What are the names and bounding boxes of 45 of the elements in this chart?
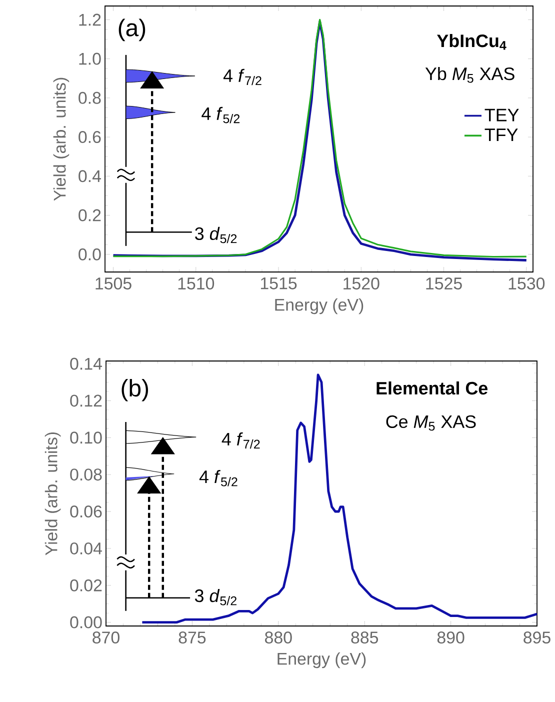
y-tick-label: 0.4 (78, 170, 101, 182)
annotation: 4 f$_{5/2}$ (199, 470, 238, 486)
x-tick-label: 895 (524, 632, 550, 644)
x-tick-label: 1530 (508, 278, 545, 290)
annotation: 3 d$_{5/2}$ (194, 588, 236, 606)
y-tick-label: 0.08 (70, 468, 102, 481)
y-tick-label: 0.6 (78, 131, 101, 144)
annotation: YbInCu$_{4}$ (436, 34, 506, 50)
annotation: (a) (118, 18, 146, 42)
y-tick-label: 1.0 (79, 52, 101, 65)
y-axis-title: Yield (arb. units) (53, 78, 70, 201)
x-tick-label: 1515 (260, 278, 297, 290)
x-tick-label: 890 (437, 632, 464, 644)
y-tick-label: 0.00 (70, 616, 102, 628)
annotation: 4 f$_{5/2}$ (202, 106, 240, 124)
legend-label: TEY (484, 108, 519, 122)
y-tick-label: 0.14 (70, 358, 102, 370)
x-tick-label: 875 (178, 632, 206, 644)
x-axis-title: Energy (eV) (278, 652, 366, 668)
annotation: Yb M$_{5}$ XAS (425, 66, 514, 83)
y-tick-label: 0.8 (78, 92, 101, 104)
annotation: (b) (122, 379, 148, 402)
y-tick-label: 0.10 (70, 432, 102, 444)
x-tick-label: 870 (92, 632, 120, 644)
x-tick-label: 1520 (344, 278, 380, 290)
y-tick-label: 0.12 (70, 394, 102, 407)
annotation: 4 f$_{7/2}$ (222, 432, 260, 449)
annotation: Ce M$_{5}$ XAS (386, 415, 476, 431)
x-tick-label: 880 (265, 632, 292, 644)
y-tick-label: 0.02 (70, 579, 102, 592)
annotation: 3 d$_{5/2}$ (195, 226, 237, 244)
y-tick-label: 0.06 (70, 506, 102, 518)
y-tick-label: 0.2 (78, 209, 101, 222)
y-tick-label: 0.04 (70, 542, 102, 554)
x-tick-label: 1525 (426, 278, 462, 290)
y-tick-label: 0.0 (78, 248, 101, 260)
y-axis-title: Yield (arb. units) (44, 432, 61, 556)
x-tick-label: 1505 (96, 278, 132, 290)
annotation: Elemental Ce (376, 381, 488, 395)
x-tick-label: 1510 (178, 278, 214, 290)
y-tick-label: 1.2 (79, 14, 101, 26)
legend-label: TFY (484, 128, 518, 142)
x-tick-label: 885 (351, 632, 378, 644)
x-axis-title: Energy (eV) (275, 298, 364, 314)
annotation: 4 f$_{7/2}$ (223, 68, 262, 86)
